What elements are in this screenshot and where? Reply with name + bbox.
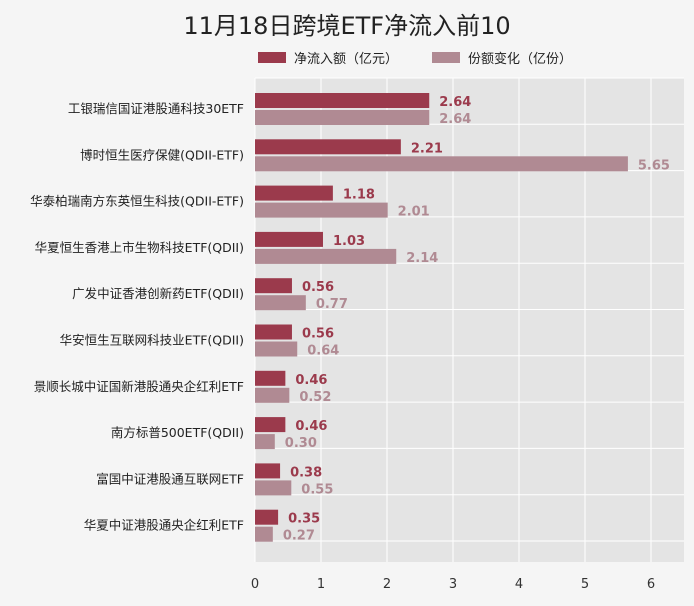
data-label-share-change: 2.14: [406, 251, 438, 266]
bar-net-inflow: [255, 93, 430, 108]
bar-share-change: [255, 480, 292, 496]
category-label: 华夏中证港股通央企红利ETF: [84, 518, 244, 533]
legend-item-net-inflow: 净流入额（亿元）: [258, 48, 398, 67]
bar-net-inflow: [255, 324, 292, 340]
category-label: 华泰柏瑞南方东英恒生科技(QDII-ETF): [30, 194, 244, 209]
bar-share-change: [255, 295, 306, 311]
data-label-net-inflow: 0.46: [295, 373, 327, 388]
legend-swatch-share-change: [432, 52, 461, 63]
data-label-share-change: 0.30: [285, 436, 317, 451]
data-label-net-inflow: 0.56: [302, 280, 334, 295]
bar-net-inflow: [255, 370, 286, 386]
x-tick-label: 3: [449, 577, 457, 592]
chart-title: 11月18日跨境ETF净流入前10: [183, 12, 511, 40]
x-tick-label: 0: [251, 577, 259, 592]
data-label-net-inflow: 0.56: [302, 327, 334, 342]
bar-share-change: [255, 526, 273, 542]
bar-share-change: [255, 156, 628, 172]
data-label-share-change: 0.27: [283, 529, 315, 544]
bar-share-change: [255, 341, 298, 357]
x-tick-label: 2: [383, 577, 391, 592]
category-label: 南方标普500ETF(QDII): [111, 425, 244, 440]
data-label-net-inflow: 0.46: [295, 419, 327, 434]
category-label: 广发中证香港创新药ETF(QDII): [72, 286, 244, 301]
bar-share-change: [255, 387, 290, 403]
bar-share-change: [255, 110, 430, 125]
data-label-net-inflow: 1.18: [343, 188, 375, 203]
data-label-share-change: 2.64: [439, 112, 471, 127]
data-label-net-inflow: 2.21: [411, 141, 443, 156]
data-label-share-change: 0.77: [316, 297, 348, 312]
bar-net-inflow: [255, 463, 281, 479]
legend-swatch-net-inflow: [258, 52, 286, 63]
category-label: 富国中证港股通互联网ETF: [96, 471, 244, 486]
bar-net-inflow: [255, 231, 323, 247]
bar-share-change: [255, 202, 388, 218]
data-label-share-change: 0.55: [301, 482, 333, 497]
legend-label-net-inflow: 净流入额（亿元）: [294, 52, 399, 67]
bar-net-inflow: [255, 278, 292, 294]
x-tick-label: 1: [317, 577, 325, 592]
bar-share-change: [255, 434, 275, 450]
x-tick-label: 5: [581, 577, 589, 592]
category-label: 华安恒生互联网科技业ETF(QDII): [60, 333, 244, 348]
data-label-share-change: 5.65: [638, 158, 670, 173]
category-label: 博时恒生医疗保健(QDII-ETF): [80, 147, 244, 162]
chart-legend: 净流入额（亿元） 份额变化（亿份）: [258, 48, 572, 67]
data-label-net-inflow: 0.38: [290, 465, 322, 480]
category-label: 华夏恒生香港上市生物科技ETF(QDII): [35, 240, 244, 255]
legend-item-share-change: 份额变化（亿份）: [432, 48, 572, 67]
bar-net-inflow: [255, 185, 333, 201]
category-label: 景顺长城中证国新港股通央企红利ETF: [34, 379, 244, 394]
bar-net-inflow: [255, 139, 401, 155]
data-label-share-change: 2.01: [398, 205, 430, 220]
x-tick-label: 6: [647, 577, 655, 592]
data-label-net-inflow: 2.64: [439, 95, 471, 110]
data-label-share-change: 0.52: [299, 390, 331, 405]
data-label-share-change: 0.64: [307, 344, 339, 359]
data-label-net-inflow: 0.35: [288, 512, 320, 527]
x-tick-label: 4: [515, 577, 523, 592]
category-label: 工银瑞信国证港股通科技30ETF: [68, 101, 244, 116]
bar-share-change: [255, 248, 397, 264]
data-label-net-inflow: 1.03: [333, 234, 365, 249]
bar-net-inflow: [255, 509, 279, 525]
bar-net-inflow: [255, 417, 286, 433]
legend-label-share-change: 份额变化（亿份）: [468, 52, 573, 67]
